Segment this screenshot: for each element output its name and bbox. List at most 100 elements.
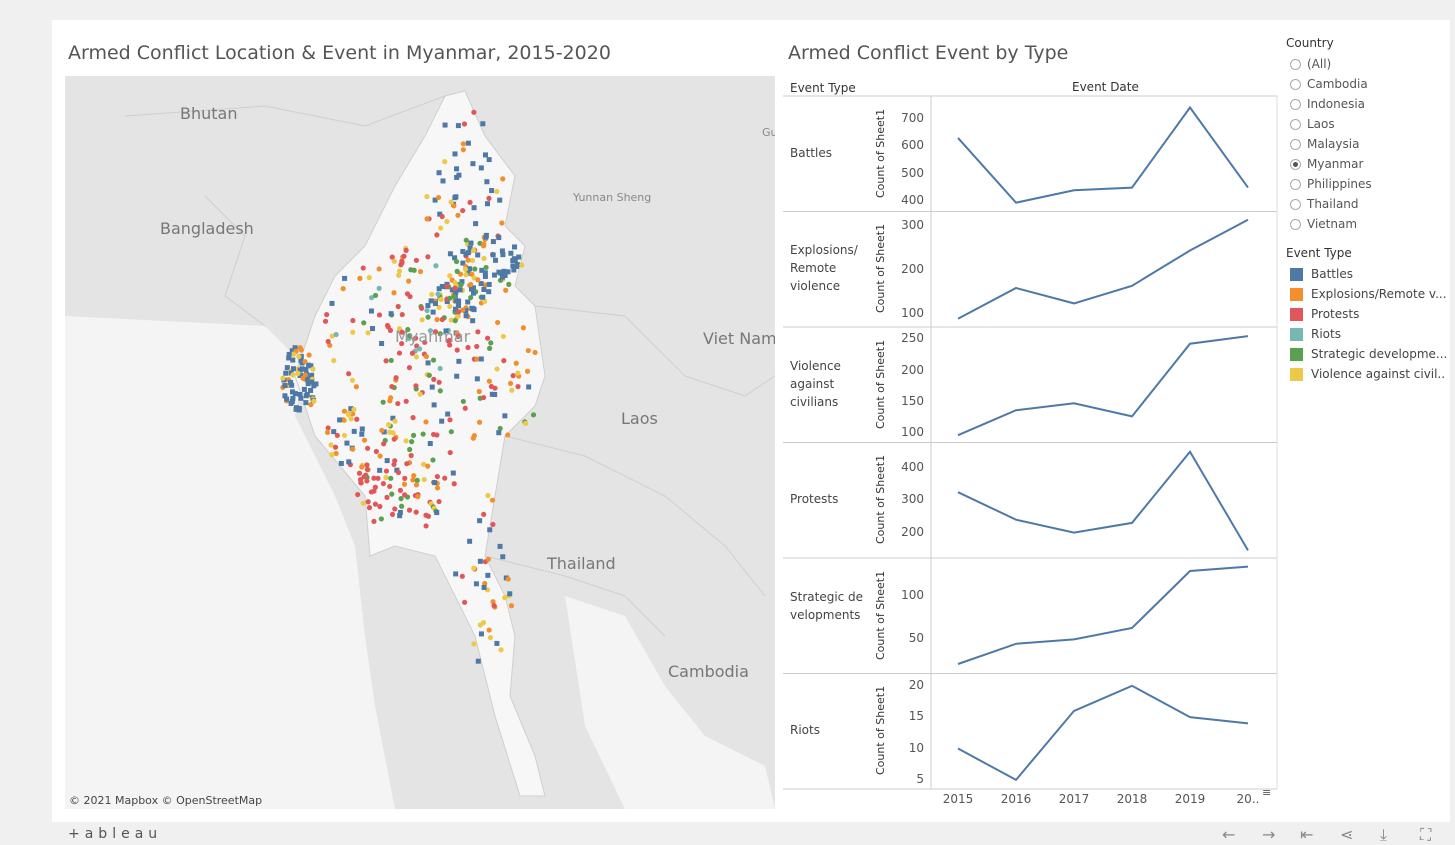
event-point: [289, 389, 295, 395]
map-label-myanmar: Myanmar: [395, 327, 471, 346]
legend-item[interactable]: Violence against civil...: [1286, 364, 1446, 384]
data-point: [1073, 638, 1076, 641]
conflict-map[interactable]: Bhutan Bangladesh Yunnan Sheng Viet Nam …: [65, 76, 775, 809]
x-tick-label: 2018: [1116, 792, 1148, 806]
event-point: [471, 641, 477, 647]
event-point: [303, 400, 309, 406]
event-point: [407, 446, 413, 453]
undo-icon[interactable]: ←: [1222, 825, 1236, 844]
event-point: [520, 325, 526, 331]
event-point: [392, 458, 398, 464]
radio-icon[interactable]: [1290, 158, 1301, 170]
data-point: [1131, 627, 1134, 630]
event-point: [433, 263, 439, 269]
event-point: [365, 330, 371, 336]
event-point: [432, 480, 438, 486]
country-option[interactable]: Malaysia: [1286, 134, 1446, 154]
map-canvas[interactable]: [65, 76, 775, 809]
event-point: [399, 503, 405, 509]
country-option[interactable]: Myanmar: [1286, 154, 1446, 174]
event-point: [289, 348, 295, 354]
event-point: [403, 247, 409, 253]
event-point: [478, 281, 484, 287]
event-point: [459, 279, 465, 285]
event-point: [406, 507, 413, 513]
legend-item[interactable]: Protests: [1286, 304, 1446, 324]
event-point: [397, 509, 403, 515]
radio-icon[interactable]: [1290, 118, 1301, 130]
country-option[interactable]: Thailand: [1286, 194, 1446, 214]
event-point: [337, 417, 343, 423]
legend-item[interactable]: Strategic developme...: [1286, 344, 1446, 364]
radio-icon[interactable]: [1290, 138, 1301, 150]
event-point: [490, 521, 496, 528]
radio-icon[interactable]: [1290, 178, 1301, 190]
fullscreen-icon[interactable]: ⛶: [1420, 825, 1432, 844]
data-point: [1073, 709, 1076, 712]
event-type-chart[interactable]: Event Type Event Date Battles Count of Sh…: [783, 70, 1283, 810]
legend-label: Strategic developme...: [1311, 347, 1446, 361]
radio-icon[interactable]: [1290, 98, 1301, 110]
tableau-logo[interactable]: +ableau: [68, 826, 163, 842]
radio-icon[interactable]: [1290, 198, 1301, 210]
event-point: [489, 497, 496, 503]
event-point: [430, 309, 436, 315]
event-point: [460, 307, 466, 313]
event-point: [465, 257, 471, 263]
event-point: [449, 287, 455, 293]
event-point: [325, 338, 331, 345]
event-point: [434, 473, 440, 480]
data-point: [957, 317, 960, 320]
event-point: [456, 303, 462, 309]
event-point: [410, 432, 417, 438]
country-option[interactable]: Vietnam: [1286, 214, 1446, 234]
share-icon[interactable]: ⋖: [1340, 825, 1354, 844]
sort-icon[interactable]: ≡: [1262, 786, 1272, 799]
event-point: [468, 294, 474, 301]
y-tick-label: 100: [901, 425, 924, 440]
event-point: [303, 366, 309, 372]
country-option[interactable]: Philippines: [1286, 174, 1446, 194]
country-filter[interactable]: (All) Cambodia Indonesia Laos Malaysia Myanma…: [1286, 54, 1446, 234]
country-option[interactable]: Laos: [1286, 114, 1446, 134]
event-point: [485, 492, 491, 499]
legend-item[interactable]: Riots: [1286, 324, 1446, 344]
legend-item[interactable]: Explosions/Remote v...: [1286, 284, 1446, 304]
event-point: [471, 247, 477, 253]
event-point: [470, 161, 476, 167]
redo-icon[interactable]: →: [1262, 825, 1276, 844]
event-point: [344, 440, 350, 446]
event-point: [284, 365, 290, 371]
country-option[interactable]: (All): [1286, 54, 1446, 74]
event-point: [417, 391, 423, 397]
event-point: [453, 289, 459, 295]
download-icon[interactable]: ⤓: [1380, 825, 1388, 844]
map-attribution[interactable]: © 2021 Mapbox © OpenStreetMap: [69, 794, 263, 807]
event-point: [361, 320, 367, 326]
revert-icon[interactable]: ⇤: [1300, 825, 1314, 844]
event-point: [468, 286, 474, 292]
chart-canvas[interactable]: [783, 70, 1283, 810]
y-tick-label: 700: [901, 110, 924, 125]
event-point: [288, 379, 294, 385]
event-point: [338, 460, 344, 466]
event-type-legend[interactable]: Battles Explosions/Remote v... Protests Rio…: [1286, 264, 1446, 384]
event-point: [430, 457, 436, 463]
event-point: [395, 303, 401, 310]
country-option[interactable]: Cambodia: [1286, 74, 1446, 94]
event-point: [293, 405, 299, 411]
event-point: [408, 452, 414, 459]
radio-icon[interactable]: [1290, 58, 1301, 70]
event-point: [508, 603, 515, 609]
event-point: [462, 599, 468, 605]
border-line: [124, 95, 446, 127]
event-point: [497, 543, 503, 549]
data-point: [1131, 521, 1134, 524]
radio-icon[interactable]: [1290, 78, 1301, 90]
event-point: [340, 286, 346, 292]
radio-icon[interactable]: [1290, 218, 1301, 230]
legend-item[interactable]: Battles: [1286, 264, 1446, 284]
event-point: [356, 470, 363, 476]
event-point: [505, 576, 511, 582]
country-option[interactable]: Indonesia: [1286, 94, 1446, 114]
